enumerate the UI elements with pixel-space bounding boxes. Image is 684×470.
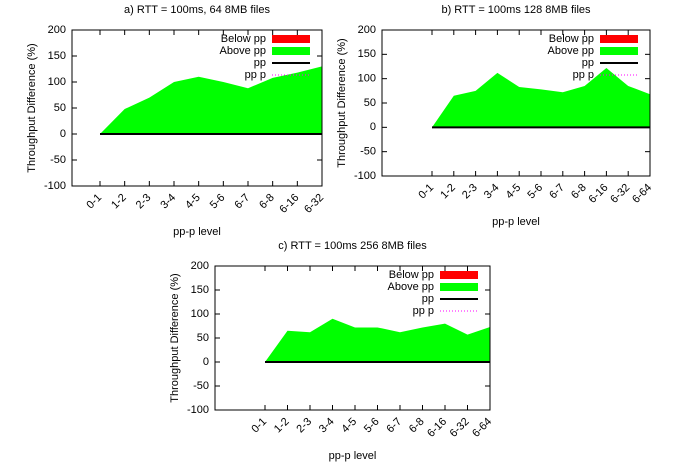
y-axis-label: Throughput Difference (%) xyxy=(26,43,38,172)
legend-swatch xyxy=(272,47,310,55)
legend-label: Below pp xyxy=(221,33,266,45)
y-tick-label: 150 xyxy=(48,50,66,62)
y-tick-label: 200 xyxy=(48,24,66,36)
y-tick-label: -50 xyxy=(50,154,66,166)
legend-swatch xyxy=(440,283,478,291)
x-tick-label: 3-4 xyxy=(317,416,337,436)
x-tick-label: 6-7 xyxy=(547,182,567,202)
y-tick-label: 200 xyxy=(358,24,376,36)
area xyxy=(265,318,490,362)
x-tick-label: 2-3 xyxy=(294,416,314,436)
y-tick-label: 0 xyxy=(370,121,376,133)
y-axis-label: Throughput Difference (%) xyxy=(336,38,348,167)
legend-label: Below pp xyxy=(389,269,434,281)
y-tick-label: 50 xyxy=(197,332,209,344)
y-axis-label: Throughput Difference (%) xyxy=(169,273,181,402)
y-tick-label: 50 xyxy=(364,97,376,109)
y-tick-label: -100 xyxy=(354,170,376,182)
x-tick-label: 4-5 xyxy=(183,192,203,212)
chart-title: b) RTT = 100ms 128 8MB files xyxy=(441,4,591,16)
y-tick-label: 100 xyxy=(48,76,66,88)
x-tick-label: 1-2 xyxy=(272,416,292,436)
x-tick-label: 5-6 xyxy=(362,416,382,436)
x-axis-label: pp-p level xyxy=(173,226,221,238)
x-tick-label: 5-6 xyxy=(208,192,228,212)
y-tick-label: -50 xyxy=(360,146,376,158)
y-tick-label: -50 xyxy=(193,380,209,392)
legend-label: Above pp xyxy=(220,45,266,57)
x-tick-label: 1-2 xyxy=(109,192,129,212)
legend-label: Above pp xyxy=(548,45,594,57)
x-tick-label: 6-32 xyxy=(302,192,326,216)
y-tick-label: -100 xyxy=(187,404,209,416)
area xyxy=(100,66,322,134)
legend-label: pp p xyxy=(573,69,594,81)
legend-swatch xyxy=(272,35,310,43)
x-tick-label: 6-16 xyxy=(587,182,611,206)
y-tick-label: 100 xyxy=(358,73,376,85)
x-tick-label: 0-1 xyxy=(416,182,436,202)
y-tick-label: 100 xyxy=(191,308,209,320)
y-tick-label: 0 xyxy=(203,356,209,368)
x-tick-label: 6-32 xyxy=(448,416,472,440)
legend-swatch xyxy=(600,47,638,55)
legend-swatch xyxy=(440,271,478,279)
x-tick-label: 6-7 xyxy=(232,192,252,212)
x-tick-label: 1-2 xyxy=(438,182,458,202)
x-tick-label: 4-5 xyxy=(504,182,524,202)
y-tick-label: 50 xyxy=(54,102,66,114)
plot-frame xyxy=(214,265,491,411)
x-tick-label: 6-7 xyxy=(384,416,404,436)
plot-frame xyxy=(71,29,323,187)
legend-label: Below pp xyxy=(549,33,594,45)
legend-label: pp p xyxy=(413,305,434,317)
x-tick-label: 0-1 xyxy=(249,416,269,436)
x-axis-label: pp-p level xyxy=(492,216,540,228)
y-tick-label: 150 xyxy=(358,48,376,60)
chart-title: c) RTT = 100ms 256 8MB files xyxy=(278,240,427,252)
x-axis-label: pp-p level xyxy=(329,450,377,462)
x-tick-label: 3-4 xyxy=(158,192,178,212)
legend-label: pp xyxy=(582,57,594,69)
x-tick-label: 2-3 xyxy=(460,182,480,202)
x-tick-label: 6-32 xyxy=(608,182,632,206)
chart-title: a) RTT = 100ms, 64 8MB files xyxy=(124,4,271,16)
area xyxy=(432,67,650,128)
legend-label: pp xyxy=(254,57,266,69)
y-tick-label: 150 xyxy=(191,284,209,296)
legend-label: pp p xyxy=(245,69,266,81)
x-tick-label: 6-16 xyxy=(277,192,301,216)
x-tick-label: 2-3 xyxy=(134,192,154,212)
x-tick-label: 6-64 xyxy=(630,182,654,206)
legend-label: pp xyxy=(422,293,434,305)
y-tick-label: -100 xyxy=(44,180,66,192)
x-tick-label: 3-4 xyxy=(482,182,502,202)
x-tick-label: 0-1 xyxy=(84,192,104,212)
legend-swatch xyxy=(600,35,638,43)
x-tick-label: 4-5 xyxy=(339,416,359,436)
x-tick-label: 6-8 xyxy=(257,192,277,212)
x-tick-label: 6-16 xyxy=(425,416,449,440)
x-tick-label: 6-64 xyxy=(470,416,494,440)
y-tick-label: 0 xyxy=(60,128,66,140)
x-tick-label: 6-8 xyxy=(569,182,589,202)
y-tick-label: 200 xyxy=(191,260,209,272)
legend-label: Above pp xyxy=(388,281,434,293)
plot-frame xyxy=(381,29,651,177)
x-tick-label: 6-8 xyxy=(407,416,427,436)
x-tick-label: 5-6 xyxy=(525,182,545,202)
